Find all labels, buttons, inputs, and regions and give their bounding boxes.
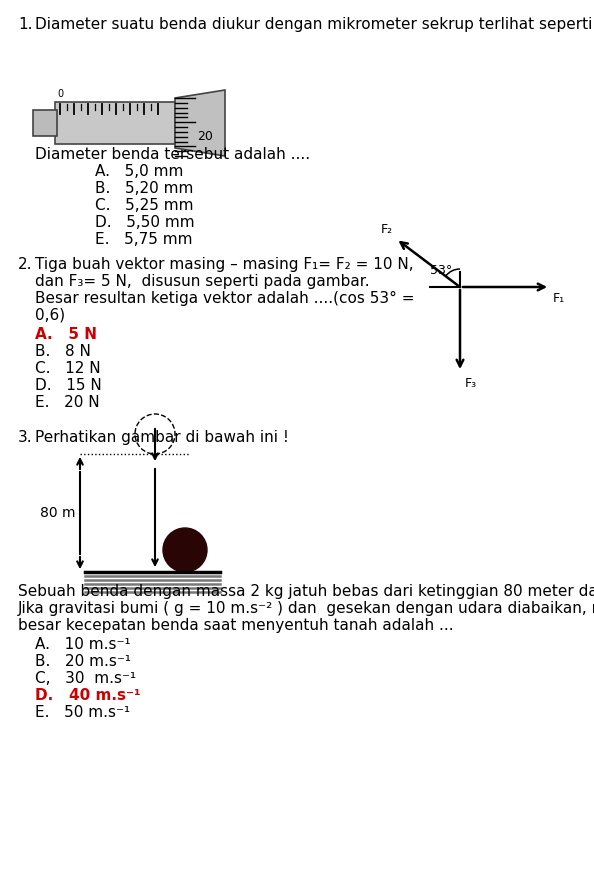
Text: F₃: F₃	[465, 377, 477, 390]
Text: D.   15 N: D. 15 N	[35, 378, 102, 393]
Text: A.   5,0 mm: A. 5,0 mm	[95, 164, 184, 179]
FancyBboxPatch shape	[55, 102, 175, 144]
Text: B.   8 N: B. 8 N	[35, 344, 91, 359]
Text: Tiga buah vektor masing – masing F₁= F₂ = 10 N,: Tiga buah vektor masing – masing F₁= F₂ …	[35, 257, 413, 272]
Text: Sebuah benda dengan massa 2 kg jatuh bebas dari ketinggian 80 meter dari  tanah.: Sebuah benda dengan massa 2 kg jatuh beb…	[18, 584, 594, 599]
Text: Besar resultan ketiga vektor adalah ....(cos 53° =: Besar resultan ketiga vektor adalah ....…	[35, 291, 415, 306]
Text: Diameter benda tersebut adalah ....: Diameter benda tersebut adalah ....	[35, 147, 310, 162]
Text: Diameter suatu benda diukur dengan mikrometer sekrup terlihat seperti gambar.: Diameter suatu benda diukur dengan mikro…	[35, 17, 594, 32]
Polygon shape	[175, 90, 225, 156]
Text: F₁: F₁	[553, 292, 565, 305]
Text: 3.: 3.	[18, 430, 33, 445]
Text: B.   20 m.s⁻¹: B. 20 m.s⁻¹	[35, 654, 131, 669]
Text: 20: 20	[197, 129, 213, 143]
Text: E.   20 N: E. 20 N	[35, 395, 100, 410]
Text: 0: 0	[57, 89, 63, 99]
FancyBboxPatch shape	[33, 110, 57, 136]
Text: dan F₃= 5 N,  disusun seperti pada gambar.: dan F₃= 5 N, disusun seperti pada gambar…	[35, 274, 369, 289]
Circle shape	[163, 528, 207, 572]
Text: C.   5,25 mm: C. 5,25 mm	[95, 198, 194, 213]
Text: E.   5,75 mm: E. 5,75 mm	[95, 232, 192, 247]
Text: C,   30  m.s⁻¹: C, 30 m.s⁻¹	[35, 671, 136, 686]
Text: A.   10 m.s⁻¹: A. 10 m.s⁻¹	[35, 637, 131, 652]
Text: 80 m: 80 m	[39, 506, 75, 520]
Text: F₂: F₂	[381, 223, 393, 235]
Text: D.   40 m.s⁻¹: D. 40 m.s⁻¹	[35, 688, 141, 703]
Text: Perhatikan gambar di bawah ini !: Perhatikan gambar di bawah ini !	[35, 430, 289, 445]
Text: besar kecepatan benda saat menyentuh tanah adalah ...: besar kecepatan benda saat menyentuh tan…	[18, 618, 454, 633]
Text: 2.: 2.	[18, 257, 33, 272]
Text: E.   50 m.s⁻¹: E. 50 m.s⁻¹	[35, 705, 130, 720]
Text: 1.: 1.	[18, 17, 33, 32]
Text: 0,6): 0,6)	[35, 308, 65, 323]
Text: D.   5,50 mm: D. 5,50 mm	[95, 215, 195, 230]
Text: C.   12 N: C. 12 N	[35, 361, 100, 376]
Text: Jika gravitasi bumi ( g = 10 m.s⁻² ) dan  gesekan dengan udara diabaikan, maka: Jika gravitasi bumi ( g = 10 m.s⁻² ) dan…	[18, 601, 594, 616]
Text: 53°: 53°	[430, 265, 452, 277]
Text: B.   5,20 mm: B. 5,20 mm	[95, 181, 194, 196]
Text: A.   5 N: A. 5 N	[35, 327, 97, 342]
